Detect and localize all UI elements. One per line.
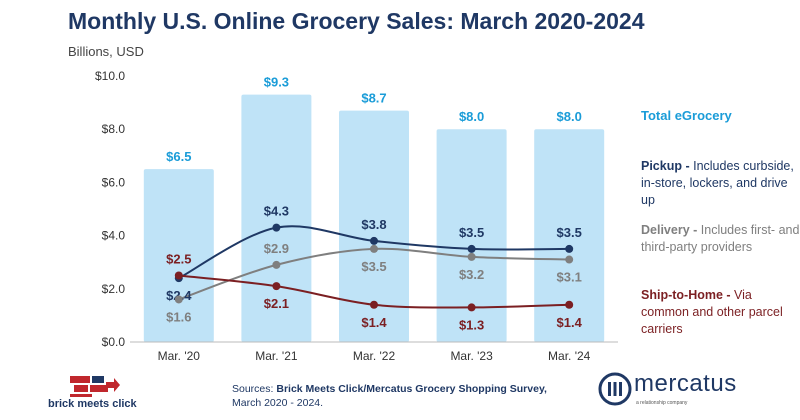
- legend-ship-name: Ship-to-Home -: [641, 288, 735, 302]
- ship-to-home-label: $1.4: [361, 315, 387, 330]
- total-bar-label: $8.0: [557, 109, 582, 124]
- y-tick-label: $10.0: [95, 69, 125, 83]
- ship-to-home-label: $2.5: [166, 252, 191, 267]
- pickup-point: [272, 223, 281, 232]
- delivery-label: $3.1: [557, 270, 582, 285]
- delivery-label: $3.5: [361, 259, 386, 274]
- sources-dates: March 2020 - 2024.: [232, 397, 324, 409]
- legend-delivery-name: Delivery -: [641, 223, 701, 237]
- pickup-label: $3.8: [361, 217, 386, 232]
- pickup-label: $4.3: [264, 204, 289, 219]
- delivery-point: [565, 255, 574, 264]
- legend-delivery-desc: Includes first- and third-party provider…: [641, 223, 800, 254]
- pickup-point: [370, 236, 378, 245]
- x-tick-label: Mar. '23: [450, 349, 493, 363]
- y-tick-label: $6.0: [102, 175, 126, 189]
- y-tick-label: $0.0: [102, 335, 126, 349]
- y-tick-label: $8.0: [102, 122, 126, 136]
- ship-to-home-point: [174, 271, 183, 280]
- sources-prefix: Sources:: [232, 383, 277, 395]
- total-bar: [339, 110, 409, 342]
- delivery-label: $2.9: [264, 241, 289, 256]
- total-bar-label: $9.3: [264, 75, 289, 90]
- pickup-point: [467, 244, 476, 253]
- ship-to-home-label: $1.3: [459, 317, 484, 332]
- legend-ship-desc: Via common and other parcel carriers: [641, 288, 783, 336]
- total-bar: [436, 129, 507, 342]
- pickup-label: $3.5: [459, 225, 484, 240]
- ship-to-home-label: $2.1: [264, 296, 289, 311]
- x-tick-label: Mar. '22: [353, 349, 396, 363]
- legend-ship: Ship-to-Home - Via common and other parc…: [641, 287, 800, 338]
- delivery-label: $3.2: [459, 267, 484, 282]
- x-tick-label: Mar. '21: [255, 349, 298, 363]
- chart-title: Monthly U.S. Online Grocery Sales: March…: [68, 8, 645, 34]
- total-bar-label: $6.5: [166, 149, 191, 164]
- legend-pickup-name: Pickup -: [641, 159, 694, 173]
- mercatus-tagline: a relationship company: [636, 400, 688, 406]
- x-tick-label: Mar. '24: [548, 349, 591, 363]
- y-tick-label: $2.0: [102, 282, 126, 296]
- delivery-label: $1.6: [166, 309, 191, 324]
- x-tick-label: Mar. '20: [158, 349, 201, 363]
- sources-name: Brick Meets Click/Mercatus Grocery Shopp…: [276, 383, 547, 395]
- pickup-point: [565, 244, 574, 253]
- total-bar: [534, 129, 605, 342]
- legend-pickup: Pickup - Includes curbside, in-store, lo…: [641, 158, 800, 209]
- ship-to-home-point: [370, 300, 378, 309]
- delivery-point: [174, 295, 183, 304]
- brick-meets-click-wordmark: brick meets click: [48, 398, 137, 410]
- mercatus-logo-icon: [598, 372, 632, 406]
- mercatus-wordmark: mercatus: [634, 370, 737, 397]
- delivery-point: [467, 252, 476, 261]
- ship-to-home-point: [565, 300, 574, 309]
- legend-pickup-desc: Includes curbside, in-store, lockers, an…: [641, 159, 794, 207]
- unit-label: Billions, USD: [68, 44, 144, 59]
- total-bar-label: $8.7: [361, 91, 386, 106]
- total-bar: [143, 169, 214, 342]
- pickup-label: $3.5: [557, 225, 582, 240]
- delivery-point: [370, 244, 378, 253]
- total-bar: [241, 94, 312, 343]
- ship-to-home-point: [467, 303, 476, 312]
- brick-meets-click-logo-icon: [70, 376, 120, 397]
- y-tick-label: $4.0: [102, 229, 126, 243]
- sources-note: Sources: Brick Meets Click/Mercatus Groc…: [232, 382, 547, 410]
- ship-to-home-point: [272, 282, 281, 291]
- legend-delivery: Delivery - Includes first- and third-par…: [641, 222, 800, 256]
- legend-total: Total eGrocery: [641, 108, 732, 123]
- delivery-point: [272, 260, 281, 269]
- total-bar-label: $8.0: [459, 109, 484, 124]
- ship-to-home-label: $1.4: [557, 315, 583, 330]
